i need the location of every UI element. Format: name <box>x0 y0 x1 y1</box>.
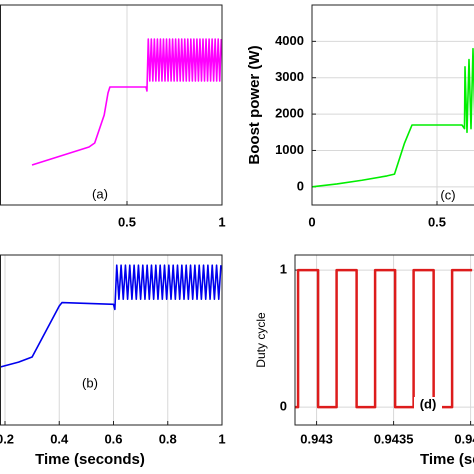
panel: 0.5 1 (a) <box>0 4 226 229</box>
x-axis-label: Time (seconds) <box>35 451 145 468</box>
plot-frame <box>0 4 223 206</box>
y-axis-label: Duty cycle <box>254 312 268 368</box>
y-tick-label: 0 <box>297 178 304 193</box>
x-tick-label: 0.5 <box>428 214 446 229</box>
annotation: (a) <box>92 186 108 201</box>
x-tick-label: 1 <box>218 214 225 229</box>
x-tick-label: 0.944 <box>454 431 474 446</box>
line-series <box>312 47 474 188</box>
x-tick-label: 0.6 <box>104 431 122 446</box>
plot-frame <box>311 4 474 206</box>
x-tick-label: 0.2 <box>0 431 14 446</box>
y-tick-label: 3000 <box>275 69 304 84</box>
line-series <box>295 268 473 409</box>
x-tick-label: 0.943 <box>300 431 333 446</box>
x-tick-label: 0.5 <box>118 214 136 229</box>
annotation: (d) <box>420 396 437 411</box>
annotation: (c) <box>440 187 455 202</box>
y-tick-label: 2000 <box>275 106 304 121</box>
y-tick-label: 0 <box>280 399 287 414</box>
line-series <box>31 38 222 166</box>
x-tick-label: 0.8 <box>159 431 177 446</box>
y-tick-label: 4000 <box>275 33 304 48</box>
panel: 0.943 0.9435 0.944 0 1 (d) Time (seconds) Duty … <box>254 254 474 468</box>
x-tick-label: 0.9435 <box>374 431 414 446</box>
plot-frame <box>0 254 223 426</box>
y-tick-label: 1000 <box>275 142 304 157</box>
x-tick-label: 0.4 <box>50 431 69 446</box>
annotation-bg <box>414 397 442 413</box>
x-axis-label: Time (seconds) <box>420 451 474 468</box>
panel: 0 0.5 0 1000 2000 3000 4000 (c) Boost power (W) <box>246 4 474 229</box>
x-tick-label: 0 <box>308 214 315 229</box>
y-axis-label: Boost power (W) <box>246 45 263 164</box>
x-tick-label: 1 <box>218 431 225 446</box>
y-tick-label: 1 <box>280 262 287 277</box>
annotation: (b) <box>82 375 98 390</box>
plot-frame <box>294 254 474 426</box>
line-series <box>0 264 222 368</box>
panel: 0.2 0.4 0.6 0.8 1 (b) Time (seconds) <box>0 254 226 468</box>
